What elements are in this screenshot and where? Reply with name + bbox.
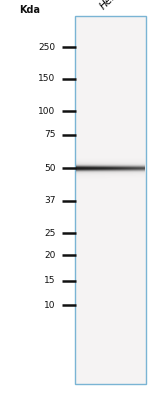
Text: 10: 10 [44,301,56,310]
Text: 150: 150 [38,74,56,83]
Text: 25: 25 [44,229,56,238]
Text: 50: 50 [44,164,56,173]
Text: Hela: Hela [98,0,122,11]
Text: 250: 250 [38,43,56,52]
Text: 20: 20 [44,251,56,260]
Text: Kda: Kda [20,5,40,15]
Text: 15: 15 [44,276,56,285]
FancyBboxPatch shape [75,16,146,384]
Text: 100: 100 [38,107,56,115]
Text: 37: 37 [44,197,56,205]
Text: 75: 75 [44,130,56,139]
